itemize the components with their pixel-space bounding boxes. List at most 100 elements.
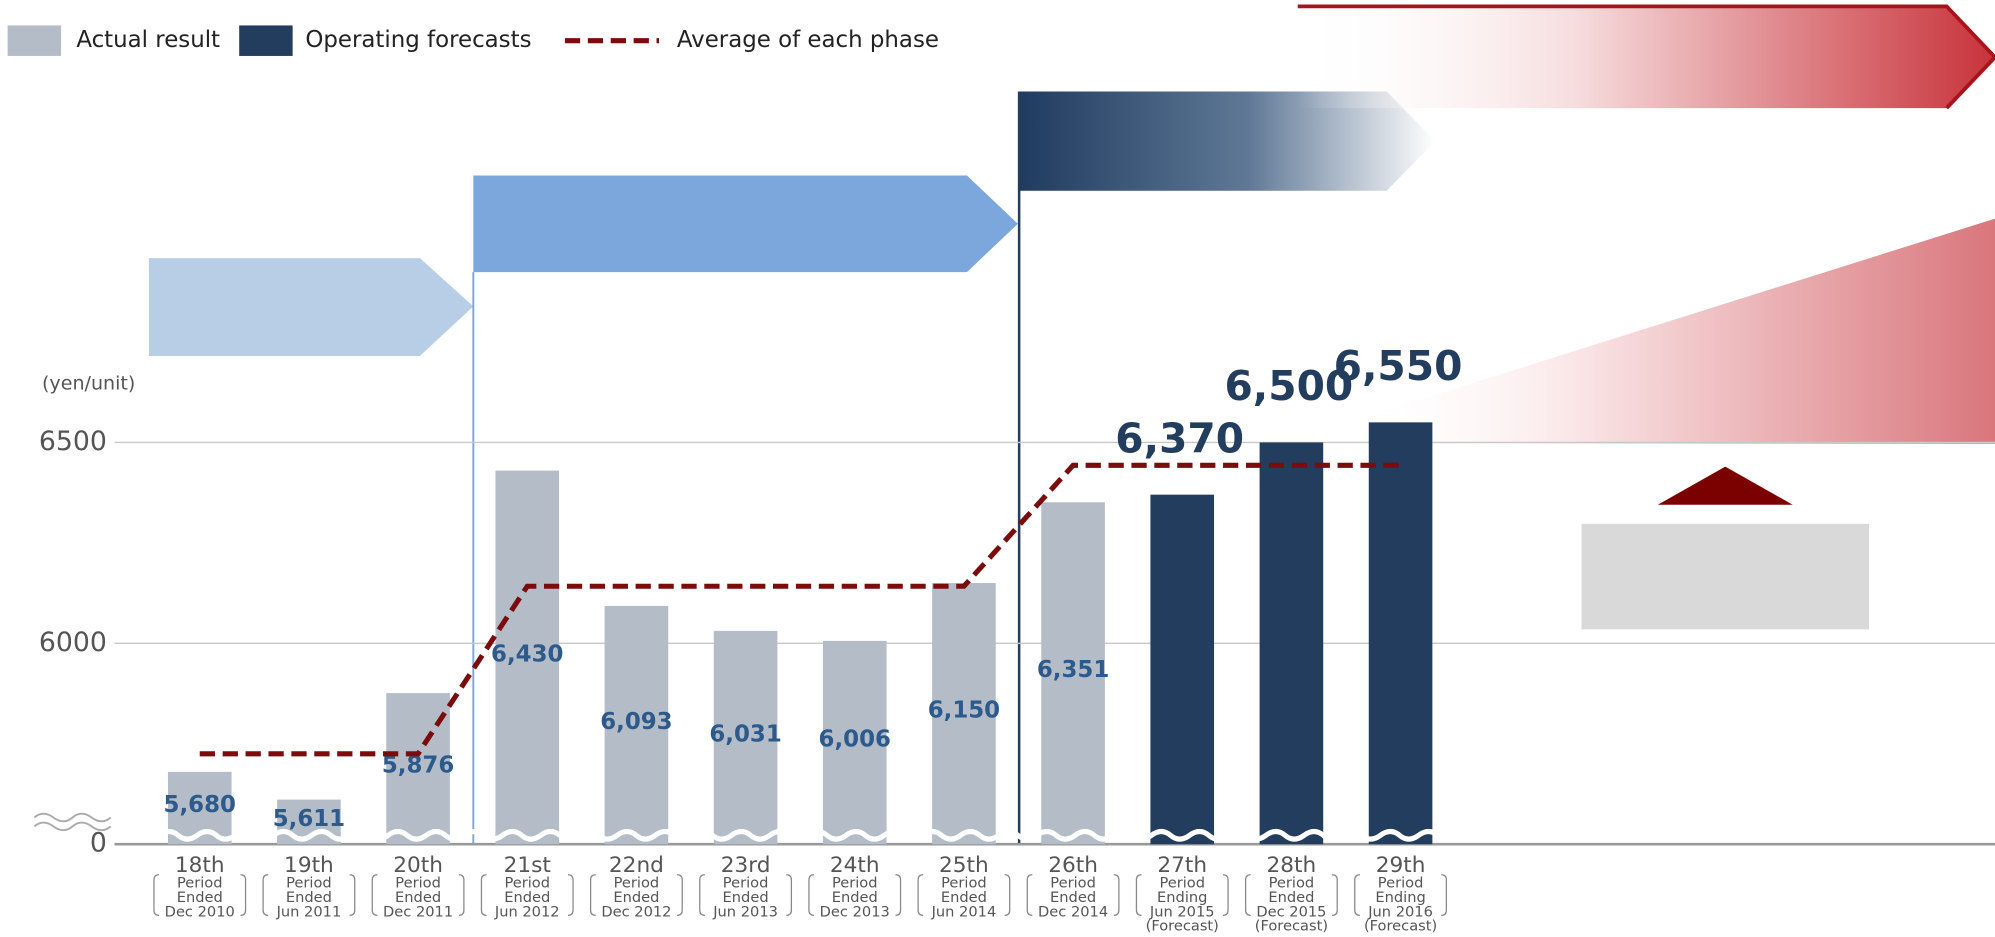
legend-label: Actual result [76,27,220,53]
x-tick-detail: Dec 2015 [1256,903,1326,920]
bracket [699,874,705,917]
bar [1150,494,1215,845]
bracket [1026,874,1033,917]
bracket [589,874,596,917]
x-tick-detail: Period [177,875,223,892]
bracket [240,874,247,917]
bracket [1113,874,1120,917]
data-label: 6,150 [928,698,1000,724]
x-tick-detail: Jun 2016 [1367,903,1433,920]
axis-break-wave [157,828,1459,842]
capacity-box [1581,523,1870,630]
x-tick-detail: Period [941,875,987,892]
data-label: 6,093 [600,709,672,735]
phase-arrow [1297,6,1995,109]
bar [495,470,560,845]
x-tick-detail: Ended [613,889,659,906]
x-tick-detail: Period [504,875,550,892]
up-arrow [1657,466,1793,505]
y-tick-label: 0 [90,828,107,859]
x-tick-detail: Ended [286,889,332,906]
x-tick-detail: Jun 2013 [712,903,778,920]
x-tick-detail: Ended [395,889,441,906]
x-tick-label: 29th [1376,853,1426,878]
legend-label: Operating forecasts [305,27,531,53]
data-label: 6,031 [709,721,781,747]
bracket [371,874,378,917]
y-tick-label: 6000 [39,627,107,658]
bracket [1244,874,1251,917]
growth-area [1348,218,1995,444]
x-tick-label: 27th [1157,853,1207,878]
x-tick-detail: Ended [504,889,550,906]
legend-label: Average of each phase [677,27,939,53]
bar [713,630,778,845]
x-tick-detail: Dec 2014 [1038,903,1108,920]
x-tick-detail: (Forecast) [1146,918,1219,935]
x-tick-detail: Ended [723,889,769,906]
bracket [1332,874,1338,917]
bracket [480,874,487,917]
bracket [1354,874,1360,917]
data-label: 5,680 [164,792,236,818]
data-label: 6,006 [819,727,891,753]
bar [1041,502,1105,845]
x-tick-detail: Period [1378,875,1424,892]
data-label: 5,611 [273,806,345,832]
x-tick-detail: Period [1050,875,1096,892]
phase-arrow [473,175,1018,273]
data-label: 6,351 [1037,657,1109,683]
x-tick-detail: Dec 2010 [165,903,235,920]
bar [1259,442,1324,845]
bar [604,605,669,845]
x-tick-detail: Jun 2014 [931,903,997,920]
bracket [917,874,924,917]
bracket [1135,874,1142,917]
legend-swatch [239,25,293,56]
data-label: 6,370 [1115,414,1244,462]
phase-arrow [148,258,474,356]
bar [822,640,887,845]
x-tick-detail: Period [1269,875,1315,892]
bracket [349,874,356,917]
x-tick-detail: Dec 2013 [820,903,890,920]
bracket [458,874,465,917]
phase-arrow-edge [1297,4,1995,110]
x-tick-detail: Period [832,875,878,892]
x-tick-detail: Dec 2011 [383,903,453,920]
axis-break [33,812,112,823]
x-tick-label: 19th [284,853,334,878]
x-tick-detail: Ended [177,889,223,906]
data-label: 5,876 [382,753,454,779]
x-tick-detail: Period [1159,875,1205,892]
bracket [153,874,160,917]
bracket [1004,874,1011,917]
x-tick-label: 22nd [609,853,664,878]
x-tick-detail: Ending [1157,889,1207,906]
x-tick-detail: Ended [1050,889,1096,906]
x-tick-detail: Jun 2015 [1149,903,1215,920]
axis-break [33,821,112,832]
x-tick-detail: Ended [941,889,987,906]
x-tick-label: 21st [504,853,551,878]
x-tick-label: 26th [1048,853,1098,878]
bracket [808,874,815,917]
x-tick-label: 20th [393,853,443,878]
legend-swatch [7,25,62,56]
phase-arrow [1019,91,1436,191]
x-tick-detail: Period [614,875,660,892]
x-tick-detail: Dec 2012 [601,903,671,920]
x-tick-label: 18th [175,853,225,878]
bracket [895,874,902,917]
bracket [262,874,269,917]
x-tick-detail: Ending [1375,889,1425,906]
x-tick-detail: Jun 2011 [276,903,342,920]
y-axis-label: (yen/unit) [42,372,135,394]
x-tick-detail: (Forecast) [1255,918,1328,935]
bracket [567,874,574,917]
x-tick-detail: Period [723,875,769,892]
data-label: 6,430 [491,641,563,667]
bracket [677,874,683,917]
x-tick-detail: Ended [1268,889,1314,906]
